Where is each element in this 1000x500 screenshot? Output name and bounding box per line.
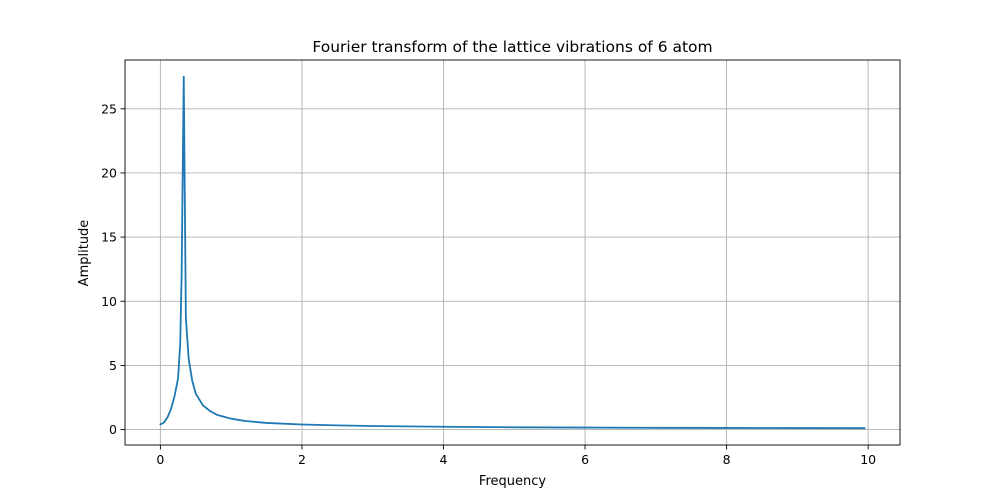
x-tick-label: 10: [860, 452, 876, 467]
x-tick-label: 0: [156, 452, 164, 467]
y-tick-label: 0: [109, 422, 117, 437]
y-tick-label: 5: [109, 358, 117, 373]
x-tick-label: 2: [298, 452, 306, 467]
x-tick-label: 6: [581, 452, 589, 467]
x-axis: 0 2 4 6 8 10: [156, 445, 876, 467]
x-axis-label: Frequency: [479, 474, 546, 489]
y-axis: 0 5 10 15 20 25: [101, 101, 125, 437]
y-axis-label: Amplitude: [77, 220, 92, 287]
y-tick-label: 15: [101, 230, 117, 245]
grid: [125, 60, 900, 445]
x-tick-label: 8: [723, 452, 731, 467]
plot-frame: [124, 59, 901, 446]
x-tick-label: 4: [440, 452, 448, 467]
series-group: [159, 75, 866, 430]
y-tick-label: 25: [101, 101, 117, 116]
series-line: [159, 75, 866, 430]
y-tick-label: 20: [101, 165, 117, 180]
chart-title: Fourier transform of the lattice vibrati…: [312, 38, 712, 56]
y-tick-label: 10: [101, 294, 117, 309]
